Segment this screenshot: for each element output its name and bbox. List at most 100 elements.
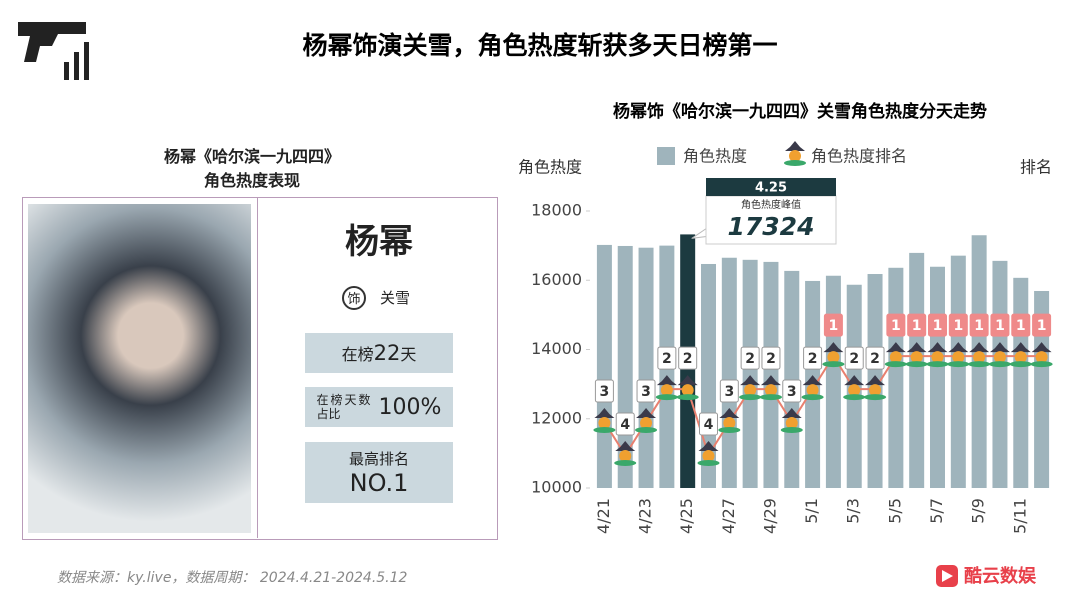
icon-base	[926, 361, 949, 368]
icon-base	[843, 394, 866, 401]
bar	[1034, 290, 1050, 488]
days-prefix: 在榜	[341, 345, 374, 364]
annotation-card	[705, 195, 837, 245]
rank-label: 2	[808, 351, 818, 367]
rank-marker	[697, 441, 720, 467]
legend-swatch	[657, 147, 675, 165]
rank-marker	[905, 342, 928, 368]
icon-face	[973, 351, 986, 364]
rank-label: 1	[933, 318, 943, 334]
legend-label: 角色热度排名	[811, 147, 907, 166]
icon-face	[723, 417, 736, 430]
rank-marker	[801, 375, 824, 401]
rank-label: 3	[600, 384, 610, 400]
share-label: 在榜天数占比	[316, 393, 371, 421]
rank-label: 3	[787, 384, 797, 400]
rank-marker	[739, 375, 762, 401]
icon-face	[931, 351, 944, 364]
rank-label: 1	[891, 318, 901, 334]
icon-hat	[785, 141, 805, 151]
icon-hat	[1031, 342, 1052, 353]
icon-face	[681, 384, 694, 397]
rank-label-box	[907, 313, 927, 337]
rank-marker	[864, 375, 887, 401]
rank-box: 最高排名 NO.1	[305, 442, 453, 503]
rank-marker	[843, 375, 866, 401]
bar	[784, 270, 800, 488]
icon-base	[822, 361, 845, 368]
rank-label: 2	[849, 351, 859, 367]
x-tick-label: 4/25	[677, 498, 696, 534]
rank-label-box	[865, 346, 885, 370]
rank-marker	[676, 375, 699, 401]
rank-label-box	[740, 346, 760, 370]
icon-face	[889, 351, 902, 364]
x-tick-label: 4/21	[594, 498, 613, 534]
rank-label: 1	[1037, 318, 1047, 334]
bar	[763, 261, 779, 488]
rank-label: 1	[995, 318, 1005, 334]
rank-label-box	[594, 379, 614, 403]
x-tick-label: 5/1	[802, 498, 821, 524]
annotation-value: 17324	[728, 212, 815, 241]
icon-hat	[865, 375, 886, 386]
rank-label: 1	[912, 318, 922, 334]
rank-label: 1	[829, 318, 839, 334]
annotation-date: 4.25	[755, 181, 787, 196]
icon-base	[759, 394, 782, 401]
profile-card	[22, 197, 498, 540]
icon-face	[764, 384, 777, 397]
x-tick-label: 5/5	[885, 498, 904, 524]
profile-photo	[28, 204, 251, 533]
rank-marker	[655, 375, 678, 401]
rank-label-box	[719, 379, 739, 403]
x-tick-label: 4/27	[719, 498, 738, 534]
icon-hat	[906, 342, 927, 353]
rank-label-box	[615, 412, 635, 436]
role-name: 关雪	[380, 289, 411, 307]
rank-label-box	[678, 346, 698, 370]
x-tick-label: 5/7	[927, 498, 946, 524]
icon-base	[968, 361, 991, 368]
rank-marker	[1030, 342, 1053, 368]
x-tick-label: 5/9	[969, 498, 988, 524]
bar	[992, 260, 1008, 488]
icon-base	[1009, 361, 1032, 368]
rank-label: 2	[870, 351, 880, 367]
x-tick-label: 5/11	[1010, 498, 1029, 534]
role-icon: 饰	[342, 286, 366, 310]
profile-title: 杨幂《哈尔滨一九四四》	[163, 147, 340, 166]
rank-label: 1	[953, 318, 963, 334]
days-box: 在榜 22 天	[305, 333, 453, 373]
rank-marker	[780, 408, 803, 434]
icon-face	[993, 351, 1006, 364]
share-box: 在榜天数占比 100%	[305, 387, 453, 427]
icon-face	[744, 384, 757, 397]
icon-face	[598, 417, 611, 430]
icon-face	[619, 450, 632, 463]
rank-label-box	[782, 379, 802, 403]
bar	[742, 259, 758, 488]
legend-icon	[784, 141, 806, 166]
icon-hat	[927, 342, 948, 353]
icon-hat	[802, 375, 823, 386]
icon-base	[780, 427, 803, 434]
y-tick-label: 18000	[531, 201, 582, 220]
icon-hat	[740, 375, 761, 386]
rank-marker	[926, 342, 949, 368]
icon-hat	[698, 441, 719, 452]
rank-label: 2	[745, 351, 755, 367]
y-tick-label: 16000	[531, 270, 582, 289]
days-value: 22	[373, 341, 401, 365]
icon-face	[640, 417, 653, 430]
icon-face	[848, 384, 861, 397]
rank-marker	[968, 342, 991, 368]
icon-hat	[885, 342, 906, 353]
icon-face	[869, 384, 882, 397]
rank-label: 2	[662, 351, 672, 367]
icon-hat	[594, 408, 615, 419]
rank-marker	[822, 342, 845, 368]
icon-hat	[636, 408, 657, 419]
icon-face	[702, 450, 715, 463]
